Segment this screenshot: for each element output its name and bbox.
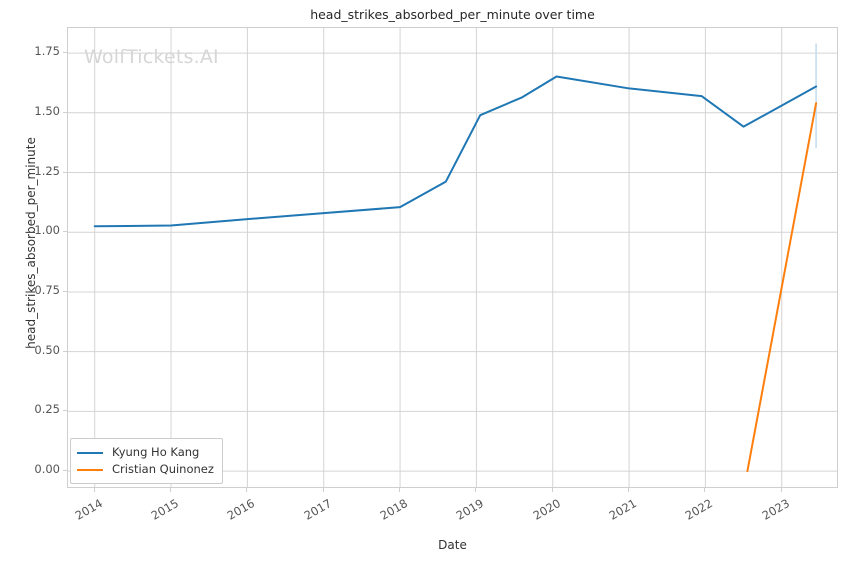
x-tick-label: 2023 xyxy=(759,496,792,523)
x-tick-label: 2020 xyxy=(530,496,563,523)
x-tick-label: 2021 xyxy=(606,496,640,523)
y-axis-tick-labels: 0.00 0.25 0.50 0.75 1.00 1.25 1.50 1.75 xyxy=(0,0,67,561)
legend-item[interactable]: Kyung Ho Kang xyxy=(77,444,214,461)
x-tick-mark xyxy=(93,488,95,492)
y-tick-label: 1.00 xyxy=(34,223,60,238)
x-tick-label: 2015 xyxy=(148,496,182,523)
x-tick-label: 2017 xyxy=(301,496,334,523)
chart-legend: Kyung Ho Kang Cristian Quinonez xyxy=(70,438,223,484)
legend-label: Cristian Quinonez xyxy=(112,461,214,476)
x-tick-mark xyxy=(704,488,706,492)
y-tick-label: 0.50 xyxy=(34,342,60,357)
y-tick-label: 0.00 xyxy=(34,462,60,477)
y-tick-mark xyxy=(63,290,67,292)
x-tick-label: 2016 xyxy=(225,496,258,523)
y-tick-label: 1.25 xyxy=(34,163,60,178)
legend-label: Kyung Ho Kang xyxy=(112,444,200,459)
y-axis-label: head_strikes_absorbed_per_minute xyxy=(24,137,38,349)
x-tick-mark xyxy=(246,488,248,492)
x-axis-label: Date xyxy=(438,538,467,552)
x-tick-label: 2019 xyxy=(454,496,487,523)
chart-title: head_strikes_absorbed_per_minute over ti… xyxy=(310,7,595,22)
gridlines xyxy=(68,28,837,487)
x-tick-mark xyxy=(780,488,782,492)
x-tick-mark xyxy=(322,488,324,492)
legend-color-swatch xyxy=(77,468,103,471)
x-tick-label: 2022 xyxy=(683,496,716,523)
x-tick-mark xyxy=(551,488,553,492)
y-tick-label: 0.25 xyxy=(34,402,60,417)
legend-item[interactable]: Cristian Quinonez xyxy=(77,461,214,478)
series-line xyxy=(746,102,818,473)
x-tick-mark xyxy=(475,488,477,492)
y-tick-mark xyxy=(63,470,67,472)
y-tick-label: 1.75 xyxy=(34,44,60,59)
series-lines xyxy=(93,43,818,473)
plot-area: WolfTickets.AI xyxy=(67,27,838,488)
y-tick-mark xyxy=(63,410,67,412)
y-tick-label: 0.75 xyxy=(34,282,60,297)
y-tick-mark xyxy=(63,111,67,113)
x-axis-tick-labels: 2014 2015 2016 2017 2018 2019 2020 2021 2022 2023 xyxy=(0,488,852,548)
y-tick-mark xyxy=(63,52,67,54)
y-tick-mark xyxy=(63,350,67,352)
y-tick-mark xyxy=(63,231,67,233)
legend-color-swatch xyxy=(77,451,103,454)
x-tick-mark xyxy=(170,488,172,492)
x-tick-mark xyxy=(628,488,630,492)
y-tick-label: 1.50 xyxy=(34,103,60,118)
x-tick-label: 2014 xyxy=(72,496,105,523)
x-tick-mark xyxy=(399,488,401,492)
y-tick-mark xyxy=(63,171,67,173)
series-line xyxy=(93,75,818,228)
x-tick-label: 2018 xyxy=(377,496,411,523)
